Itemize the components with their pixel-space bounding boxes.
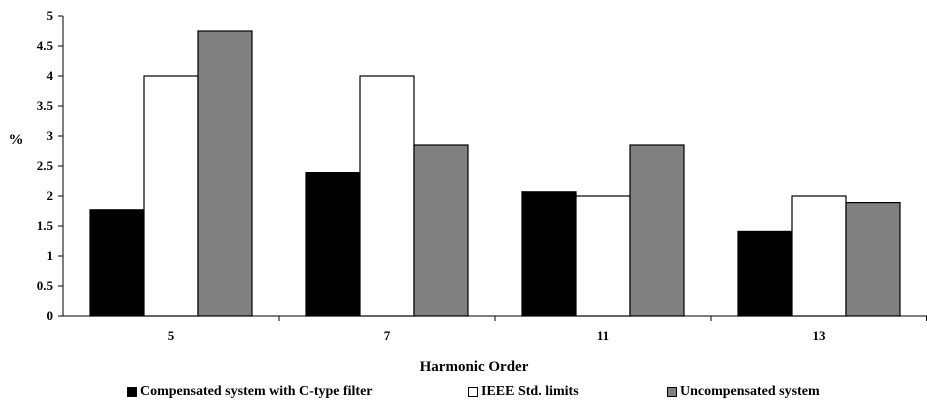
chart-legend: Compensated system with C-type filter IE…	[0, 384, 927, 402]
y-tick-label: 4	[47, 68, 54, 83]
bars-group	[89, 30, 901, 317]
bar-series-0-cat-13	[737, 230, 793, 317]
bar-series-2-cat-5	[197, 30, 253, 317]
bar-series-2-cat-11	[629, 144, 685, 317]
bar-series-0-cat-11	[521, 191, 577, 317]
bar-series-1-cat-7	[359, 75, 415, 317]
legend-item-compensated: Compensated system with C-type filter	[127, 384, 373, 400]
x-tick-label: 11	[597, 328, 609, 343]
legend-swatch-compensated	[127, 387, 137, 397]
y-tick-label: 1.5	[37, 218, 54, 233]
bar-series-0-cat-5	[89, 209, 145, 317]
legend-item-ieee: IEEE Std. limits	[468, 384, 579, 400]
y-axis-title: %	[9, 132, 24, 148]
y-tick-label: 2.5	[37, 158, 54, 173]
legend-label-ieee: IEEE Std. limits	[481, 384, 579, 399]
legend-swatch-uncompensated	[667, 387, 677, 397]
bar-series-1-cat-11	[575, 195, 631, 317]
y-tick-label: 2	[47, 188, 54, 203]
bar-series-1-cat-13	[791, 195, 847, 317]
x-axis-ticks: 5 7 11 13	[168, 316, 927, 343]
x-tick-label: 5	[168, 328, 175, 343]
x-axis-title: Harmonic Order	[420, 359, 529, 375]
x-tick-label: 7	[384, 328, 391, 343]
legend-swatch-ieee	[468, 387, 478, 397]
y-tick-label: 4.5	[37, 38, 54, 53]
y-axis-ticks: 0 0.5 1 1.5 2 2.5 3 3.5 4 4.5 5	[37, 8, 63, 323]
bar-series-1-cat-5	[143, 75, 199, 317]
x-tick-label: 13	[813, 328, 827, 343]
bar-series-2-cat-7	[413, 144, 469, 317]
y-tick-label: 5	[47, 8, 54, 23]
y-tick-label: 3.5	[37, 98, 54, 113]
y-tick-label: 3	[47, 128, 54, 143]
y-tick-label: 0.5	[37, 278, 54, 293]
legend-label-compensated: Compensated system with C-type filter	[140, 384, 373, 399]
legend-label-uncompensated: Uncompensated system	[680, 384, 820, 399]
legend-item-uncompensated: Uncompensated system	[667, 384, 820, 400]
y-tick-label: 0	[47, 308, 54, 323]
y-tick-label: 1	[47, 248, 54, 263]
bar-chart: 0 0.5 1 1.5 2 2.5 3 3.5 4 4.5 5 5 7 11 13 % Harmonic …	[9, 8, 927, 375]
bar-series-2-cat-13	[845, 202, 901, 317]
bar-series-0-cat-7	[305, 172, 361, 317]
